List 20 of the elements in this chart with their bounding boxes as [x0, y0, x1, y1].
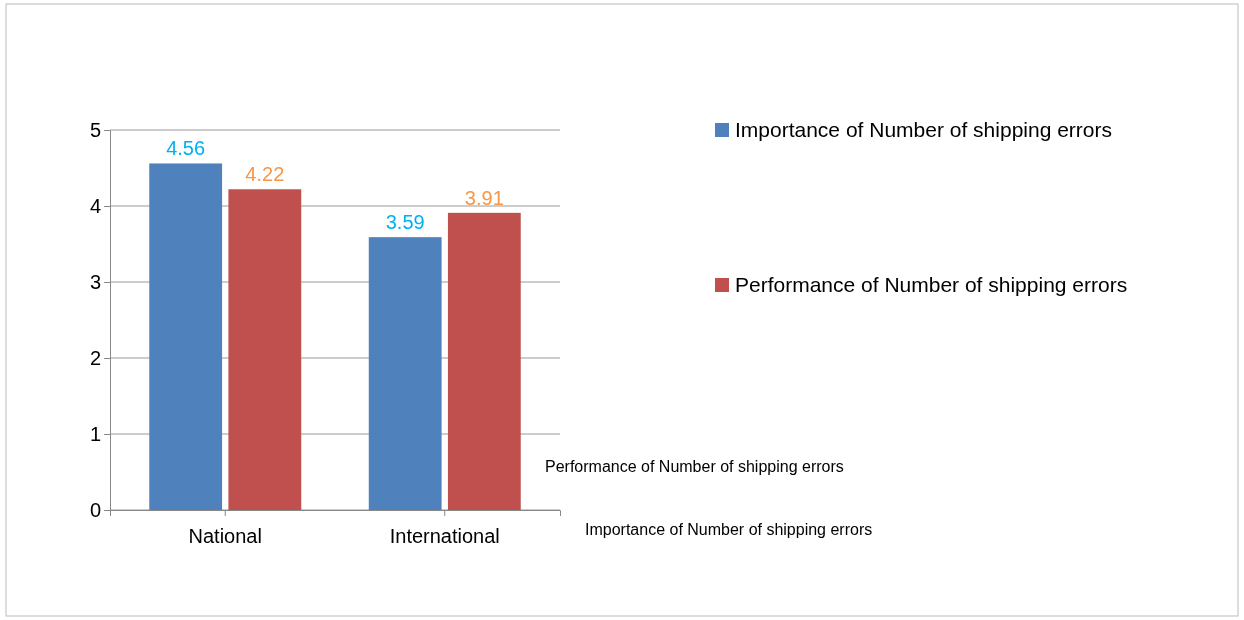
- bar: [149, 163, 223, 510]
- data-label: 3.91: [464, 186, 504, 209]
- y-tick-label: 5: [89, 118, 101, 141]
- legend-label: Importance of Number of shipping errors: [735, 118, 1113, 141]
- x-tick-label: International: [389, 525, 500, 547]
- data-label: 3.59: [385, 211, 425, 234]
- y-tick-label: 1: [89, 422, 101, 445]
- data-label: 4.22: [245, 163, 285, 186]
- bar: [447, 212, 521, 510]
- y-tick-label: 2: [89, 346, 101, 369]
- bar: [228, 189, 302, 510]
- legend-label: Performance of Number of shipping errors: [735, 273, 1128, 296]
- data-label: 4.56: [166, 137, 206, 160]
- y-tick-label: 4: [89, 194, 101, 217]
- x-tick-label: National: [188, 525, 262, 547]
- y-tick-label: 3: [89, 270, 101, 293]
- text: Importance of Number of shipping errors: [585, 521, 873, 538]
- y-tick-label: 0: [89, 498, 101, 521]
- text: Performance of Number of shipping errors: [545, 458, 844, 475]
- bar: [368, 237, 442, 510]
